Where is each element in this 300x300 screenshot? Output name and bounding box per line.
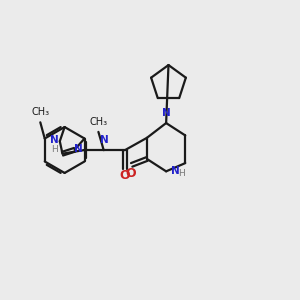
Text: N: N xyxy=(50,135,59,145)
Text: O: O xyxy=(125,167,136,180)
Text: CH₃: CH₃ xyxy=(89,117,107,127)
Text: N: N xyxy=(100,135,108,145)
Text: O: O xyxy=(120,169,130,182)
Text: CH₃: CH₃ xyxy=(31,107,50,117)
Text: N: N xyxy=(171,167,180,176)
Text: N: N xyxy=(74,144,83,154)
Text: H: H xyxy=(51,145,58,154)
Text: H: H xyxy=(178,169,185,178)
Text: N: N xyxy=(162,108,171,118)
